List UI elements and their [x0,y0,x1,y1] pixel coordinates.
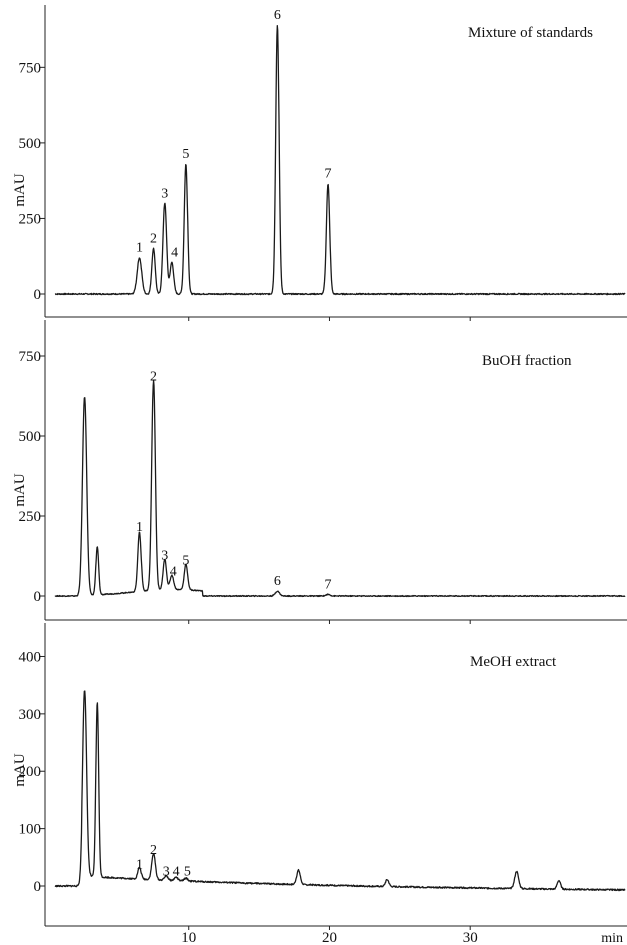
y-tick-label: 750 [19,349,42,365]
y-tick-label: 750 [19,60,42,76]
x-tick-label: 10 [181,930,196,945]
x-tick-label: 30 [463,930,478,945]
peak-label: 2 [150,232,157,247]
chromatogram-trace [54,690,626,892]
y-tick-label: 300 [19,707,42,723]
peak-label: 4 [173,864,180,879]
peak-label: 1 [136,520,143,535]
x-ticks: 10 20 30 [181,926,478,945]
chromatogram-panel-standards: mAU Mixture of standards 0 250 500 750 12 3 4… [12,5,627,321]
peak-label: 3 [161,549,168,564]
peak-label: 4 [170,565,177,580]
peak-label: 5 [184,864,191,879]
peak-labels: 1 2 345 6 7 [136,369,332,592]
panel-title: MeOH extract [470,654,557,670]
peak-label: 6 [274,574,281,589]
peak-label: 6 [274,8,281,23]
y-axis-label: mAU [12,753,28,787]
y-ticks: 0 250 500 750 [19,60,45,303]
y-tick-label: 200 [19,764,42,780]
chromatogram-panel-meoh: mAU MeOH extract 0 100 200 300 400 123 4 5 10 2… [12,623,627,945]
chromatogram-panel-buoh: mAU BuOH fraction 0 250 500 750 1 2 345 6 7 [12,320,627,624]
y-tick-label: 500 [19,429,42,445]
y-tick-label: 0 [34,879,42,895]
peak-label: 7 [325,577,332,592]
chromatogram-trace [54,380,626,598]
y-tick-label: 400 [19,649,42,665]
x-tick-label: 20 [322,930,337,945]
peak-label: 2 [150,843,157,858]
peak-label: 7 [325,167,332,182]
peak-label: 3 [161,186,168,201]
y-tick-label: 100 [19,822,42,838]
panel-title: Mixture of standards [468,25,593,41]
peak-label: 1 [136,858,143,873]
y-tick-label: 500 [19,136,42,152]
peak-label: 5 [182,553,189,568]
peak-label: 5 [182,147,189,162]
peak-label: 1 [136,241,143,256]
y-ticks: 0 250 500 750 [19,349,45,605]
peak-labels: 12 3 4 5 6 7 [136,8,332,260]
x-axis-label: min [601,931,623,945]
y-tick-label: 0 [34,287,42,303]
y-tick-label: 250 [19,211,42,227]
y-tick-label: 0 [34,589,42,605]
y-axis-label: mAU [12,173,28,207]
y-axis-label: mAU [12,473,28,507]
panel-title: BuOH fraction [482,353,572,369]
peak-label: 3 [163,864,170,879]
y-ticks: 0 100 200 300 400 [19,649,45,895]
peak-label: 4 [171,245,178,260]
peak-label: 2 [150,369,157,384]
chromatogram-trace [54,25,626,296]
peak-labels: 123 4 5 [136,843,191,879]
y-tick-label: 250 [19,509,42,525]
